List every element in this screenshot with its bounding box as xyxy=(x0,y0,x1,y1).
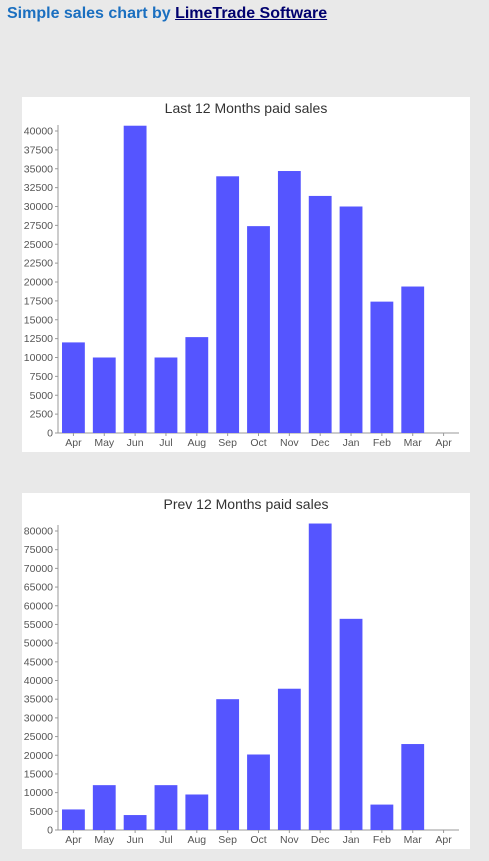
x-tick-label: May xyxy=(94,834,115,846)
y-tick-label: 40000 xyxy=(24,675,53,687)
x-tick-label: Mar xyxy=(404,437,423,449)
y-tick-label: 35000 xyxy=(24,694,53,706)
last-12-months-chart: Last 12 Months paid sales 0 2500 5000 7500 10… xyxy=(24,100,459,449)
bar-nov-7 xyxy=(277,688,301,830)
x-tick-label: Apr xyxy=(65,437,82,449)
bar-jul-3 xyxy=(154,785,178,830)
y-tick-label: 10000 xyxy=(24,352,53,364)
limetrade-link[interactable]: LimeTrade Software xyxy=(175,5,328,22)
bar-jan-9 xyxy=(339,618,363,830)
y-tick-label: 27500 xyxy=(24,220,53,232)
y-tick-label: 37500 xyxy=(24,144,53,156)
y-tick-label: 25000 xyxy=(24,731,53,743)
y-tick-label: 55000 xyxy=(24,619,53,631)
bar-jan-9 xyxy=(339,206,363,433)
y-tick-label: 35000 xyxy=(24,163,53,175)
x-tick-label: Nov xyxy=(280,437,299,449)
bar-jul-3 xyxy=(154,357,178,433)
y-tick-label: 0 xyxy=(47,825,53,837)
bar-feb-10 xyxy=(370,804,394,830)
y-tick-label: 15000 xyxy=(24,768,53,780)
bar-apr-0 xyxy=(62,342,85,433)
y-tick-label: 5000 xyxy=(30,390,54,402)
bar-aug-4 xyxy=(185,794,209,830)
x-tick-label: Feb xyxy=(373,834,391,846)
header-prefix: Simple sales chart by xyxy=(7,5,176,22)
x-tick-label: Sep xyxy=(218,437,237,449)
bar-mar-11 xyxy=(401,744,425,830)
x-tick-label: Oct xyxy=(250,834,266,846)
bar-may-1 xyxy=(92,357,116,433)
y-tick-label: 30000 xyxy=(24,201,53,213)
y-tick-label: 17500 xyxy=(24,295,53,307)
bar-dec-8 xyxy=(308,523,332,830)
x-tick-label: Sep xyxy=(218,834,237,846)
y-tick-label: 7500 xyxy=(30,371,54,383)
y-tick-label: 20000 xyxy=(24,277,53,289)
x-tick-label: Jun xyxy=(127,437,144,449)
x-tick-label: Apr xyxy=(435,834,452,846)
x-tick-label: Apr xyxy=(435,437,452,449)
x-tick-label: Jun xyxy=(127,834,144,846)
bar-sep-5 xyxy=(216,699,240,830)
y-tick-label: 50000 xyxy=(24,638,53,650)
chart-panel-prev-12-months: Prev 12 Months paid sales 0 5000 10000 15000… xyxy=(22,493,470,849)
y-tick-label: 30000 xyxy=(24,712,53,724)
bar-mar-11 xyxy=(401,286,425,433)
y-tick-label: 12500 xyxy=(24,333,53,345)
bar-apr-0 xyxy=(62,809,85,830)
x-tick-label: May xyxy=(94,437,115,449)
bar-jun-2 xyxy=(123,815,147,830)
bar-dec-8 xyxy=(308,195,332,433)
x-tick-label: Jul xyxy=(159,834,172,846)
chart-title: Last 12 Months paid sales xyxy=(165,100,328,116)
x-tick-label: Aug xyxy=(187,437,206,449)
y-tick-label: 75000 xyxy=(24,544,53,556)
x-tick-label: Apr xyxy=(65,834,82,846)
prev-12-months-chart: Prev 12 Months paid sales 0 5000 10000 15000… xyxy=(24,496,459,846)
page-header: Simple sales chart by LimeTrade Software xyxy=(7,5,327,23)
y-tick-label: 0 xyxy=(47,428,53,440)
bar-feb-10 xyxy=(370,301,394,433)
y-tick-label: 22500 xyxy=(24,258,53,270)
x-tick-label: Dec xyxy=(311,834,330,846)
y-tick-label: 32500 xyxy=(24,182,53,194)
y-tick-label: 65000 xyxy=(24,582,53,594)
y-tick-label: 25000 xyxy=(24,239,53,251)
x-tick-label: Oct xyxy=(250,437,266,449)
y-tick-label: 20000 xyxy=(24,750,53,762)
x-tick-label: Feb xyxy=(373,437,391,449)
bar-oct-6 xyxy=(247,754,270,830)
y-tick-label: 80000 xyxy=(24,526,53,538)
x-tick-label: Nov xyxy=(280,834,299,846)
x-tick-label: Dec xyxy=(311,437,330,449)
x-tick-label: Aug xyxy=(187,834,206,846)
y-tick-label: 10000 xyxy=(24,787,53,799)
bar-oct-6 xyxy=(247,226,270,433)
bar-aug-4 xyxy=(185,337,209,433)
bar-jun-2 xyxy=(123,125,147,433)
x-tick-label: Jan xyxy=(343,834,360,846)
chart-title: Prev 12 Months paid sales xyxy=(164,496,329,512)
x-tick-label: Jul xyxy=(159,437,172,449)
y-tick-label: 15000 xyxy=(24,314,53,326)
chart-panel-last-12-months: Last 12 Months paid sales 0 2500 5000 7500 10… xyxy=(22,97,470,452)
y-tick-label: 5000 xyxy=(30,806,54,818)
y-tick-label: 60000 xyxy=(24,600,53,612)
bar-may-1 xyxy=(92,785,116,830)
bar-nov-7 xyxy=(277,171,301,433)
x-tick-label: Mar xyxy=(404,834,423,846)
y-tick-label: 40000 xyxy=(24,126,53,138)
y-tick-label: 70000 xyxy=(24,563,53,575)
y-tick-label: 2500 xyxy=(30,409,54,421)
x-tick-label: Jan xyxy=(343,437,360,449)
bar-sep-5 xyxy=(216,176,240,434)
y-tick-label: 45000 xyxy=(24,656,53,668)
